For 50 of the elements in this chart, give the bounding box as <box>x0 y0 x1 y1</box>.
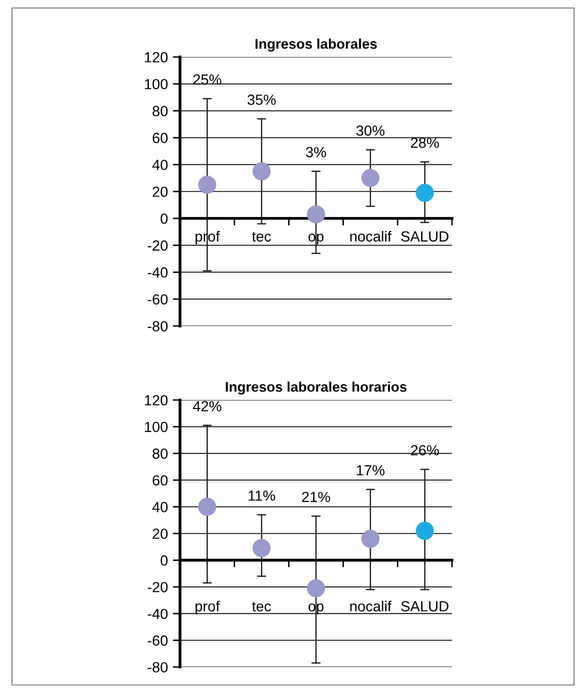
y-tick-label: -60 <box>148 294 168 305</box>
y-tick-label: -80 <box>148 321 168 332</box>
x-tick-label: tec <box>252 602 271 612</box>
annotation: 11% <box>248 490 276 501</box>
annotation: 17% <box>356 465 384 476</box>
y-tick-label: -60 <box>148 635 168 646</box>
y-tick-label: -20 <box>148 582 168 592</box>
annotation: 28% <box>410 138 439 148</box>
point <box>306 579 326 598</box>
y-tick-label: 100 <box>144 79 168 90</box>
y-tick-label: 0 <box>160 214 168 224</box>
point <box>198 176 216 194</box>
y-tick-label: 60 <box>152 132 168 144</box>
y-tick-label: 120 <box>144 395 168 406</box>
point <box>252 539 271 558</box>
point <box>416 522 434 540</box>
y-tick-label: 0 <box>160 555 168 566</box>
annotation: 42% <box>192 401 222 412</box>
chart-title: Ingresos laborales <box>256 38 377 52</box>
y-tick-label: 100 <box>144 422 168 432</box>
point <box>198 498 216 516</box>
point <box>416 184 434 202</box>
annotation: 3% <box>306 147 326 158</box>
y-tick-label: 80 <box>152 106 168 116</box>
point <box>361 530 380 548</box>
y-tick-label: -40 <box>148 267 168 278</box>
annotation: 30% <box>356 125 384 136</box>
y-tick-label: 60 <box>152 475 168 486</box>
y-tick-label: 40 <box>152 502 168 512</box>
chart-title: Ingresos laborales horarios <box>226 382 407 395</box>
y-tick-label: 20 <box>152 528 168 539</box>
x-tick-label: SALUD <box>401 601 448 612</box>
x-tick-label: prof <box>196 600 220 614</box>
y-tick-label: 20 <box>152 186 168 197</box>
y-tick-label: 80 <box>152 448 168 459</box>
y-tick-label: -40 <box>148 608 168 620</box>
y-tick-label: 120 <box>144 52 168 62</box>
annotation: 21% <box>302 492 330 502</box>
x-tick-label: tec <box>252 232 271 242</box>
y-tick-label: 40 <box>152 160 168 170</box>
point <box>306 205 326 224</box>
y-tick-label: -80 <box>148 662 168 672</box>
point <box>361 169 380 188</box>
x-tick-label: nocalif <box>350 600 392 612</box>
y-tick-label: -20 <box>148 240 168 251</box>
annotation: 25% <box>193 74 222 85</box>
annotation: 35% <box>248 94 276 105</box>
x-tick-label: SALUD <box>401 231 448 242</box>
point <box>252 162 271 180</box>
x-tick-label: nocalif <box>350 230 392 242</box>
